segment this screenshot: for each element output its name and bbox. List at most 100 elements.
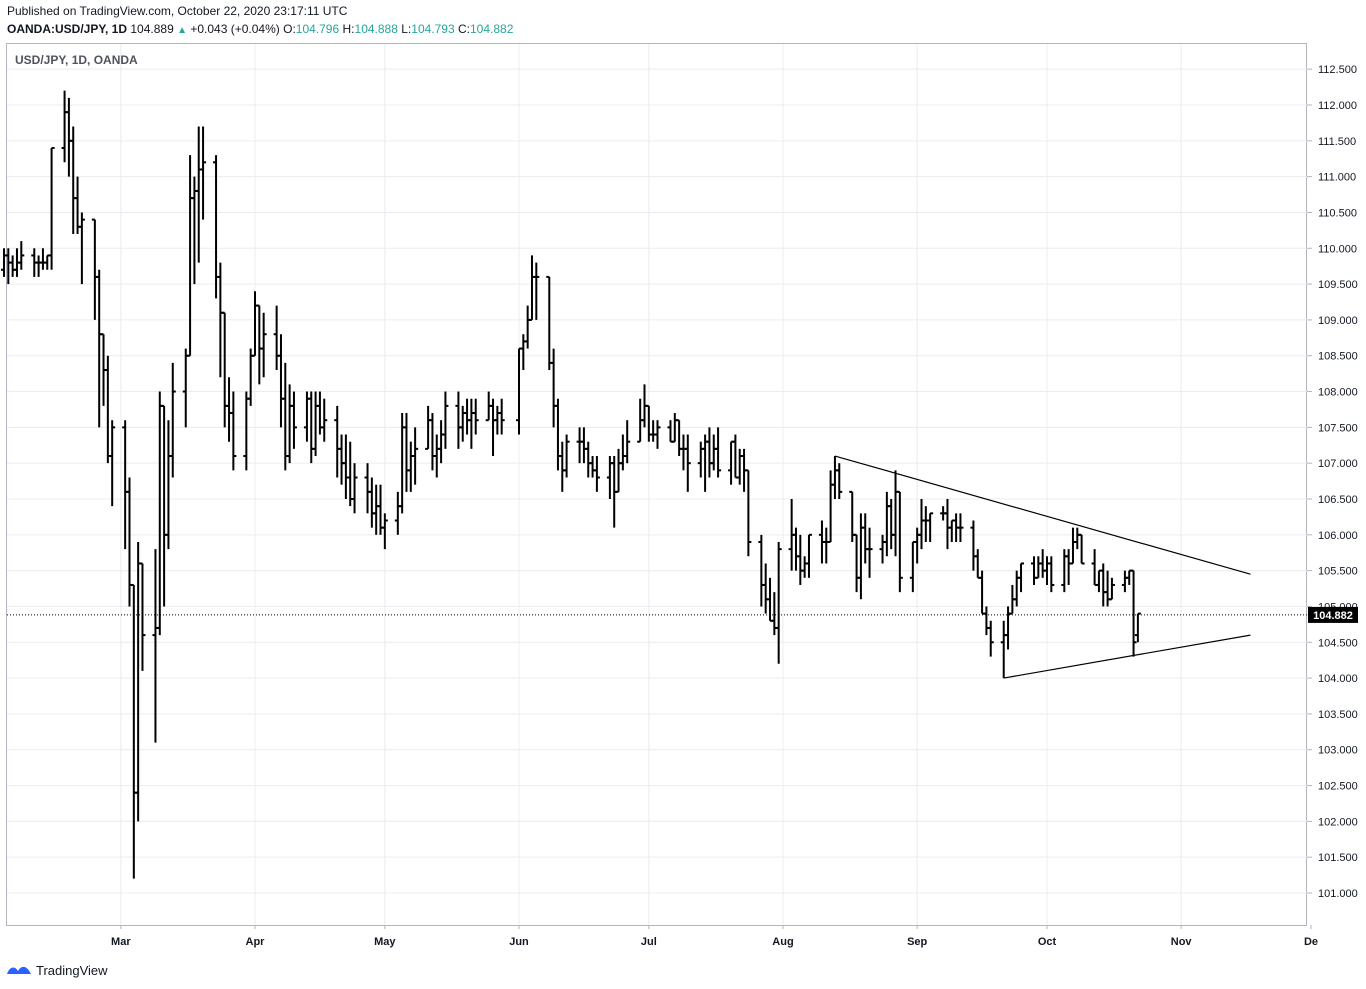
ohlc-bar[interactable] bbox=[983, 606, 990, 636]
ohlc-bar[interactable] bbox=[70, 126, 77, 234]
ohlc-bar[interactable] bbox=[879, 534, 886, 564]
ohlc-bar[interactable] bbox=[498, 398, 505, 435]
ohlc-bar[interactable] bbox=[684, 434, 691, 492]
ohlc-bar[interactable] bbox=[126, 477, 133, 607]
ohlc-bar[interactable] bbox=[888, 499, 895, 550]
ohlc-bar[interactable] bbox=[433, 434, 440, 478]
ohlc-bar[interactable] bbox=[745, 469, 752, 557]
ohlc-bar[interactable] bbox=[957, 513, 964, 542]
ohlc-bar[interactable] bbox=[338, 434, 345, 485]
ohlc-bar[interactable] bbox=[182, 348, 189, 428]
ohlc-bar[interactable] bbox=[282, 362, 289, 471]
ohlc-bar[interactable] bbox=[1095, 569, 1102, 593]
ohlc-bar[interactable] bbox=[61, 90, 68, 163]
ohlc-bar[interactable] bbox=[187, 155, 194, 357]
ohlc-bar[interactable] bbox=[494, 405, 501, 435]
ohlc-bar[interactable] bbox=[403, 413, 410, 492]
trendline-upper[interactable] bbox=[834, 455, 1251, 575]
ohlc-bar[interactable] bbox=[368, 477, 375, 528]
ohlc-bar[interactable] bbox=[169, 362, 176, 478]
ohlc-bar[interactable] bbox=[823, 527, 830, 564]
ohlc-bar[interactable] bbox=[455, 391, 462, 449]
ohlc-bar[interactable] bbox=[801, 556, 808, 578]
ohlc-bar[interactable] bbox=[135, 541, 142, 822]
ohlc-bar[interactable] bbox=[1069, 527, 1076, 565]
ohlc-bar[interactable] bbox=[892, 470, 899, 557]
ohlc-bar[interactable] bbox=[130, 583, 137, 879]
ohlc-bar[interactable] bbox=[615, 448, 622, 493]
ohlc-bar[interactable] bbox=[104, 355, 111, 464]
ohlc-bar[interactable] bbox=[442, 391, 449, 449]
ohlc-bar[interactable] bbox=[1108, 577, 1115, 601]
ohlc-bar[interactable] bbox=[438, 420, 445, 464]
ohlc-bar[interactable] bbox=[645, 404, 652, 442]
ohlc-bar[interactable] bbox=[797, 534, 804, 585]
ohlc-bar[interactable] bbox=[286, 384, 293, 464]
ohlc-bar[interactable] bbox=[524, 305, 531, 349]
ohlc-bar[interactable] bbox=[697, 441, 704, 478]
ohlc-bar[interactable] bbox=[559, 441, 566, 492]
ohlc-bar[interactable] bbox=[767, 577, 774, 622]
ohlc-bar[interactable] bbox=[191, 176, 198, 285]
ohlc-bar[interactable] bbox=[520, 334, 527, 371]
ohlc-bar[interactable] bbox=[1134, 612, 1141, 643]
ohlc-bar[interactable] bbox=[122, 420, 129, 550]
ohlc-bar[interactable] bbox=[563, 434, 570, 478]
ohlc-bar[interactable] bbox=[247, 348, 254, 406]
ohlc-bar[interactable] bbox=[243, 391, 250, 471]
ohlc-bar[interactable] bbox=[342, 434, 349, 499]
ohlc-bar[interactable] bbox=[230, 391, 237, 471]
ohlc-bar[interactable] bbox=[394, 491, 401, 535]
ohlc-bar[interactable] bbox=[161, 404, 168, 607]
ohlc-bar[interactable] bbox=[914, 527, 921, 564]
ohlc-bar[interactable] bbox=[91, 218, 98, 320]
ohlc-bar[interactable] bbox=[831, 456, 838, 499]
ohlc-bar[interactable] bbox=[260, 312, 267, 378]
ohlc-bar[interactable] bbox=[775, 541, 782, 664]
ohlc-bar[interactable] bbox=[347, 441, 354, 507]
ohlc-bar[interactable] bbox=[1048, 556, 1055, 593]
ohlc-bar[interactable] bbox=[589, 456, 596, 478]
ohlc-bar[interactable] bbox=[39, 248, 46, 270]
ohlc-bar[interactable] bbox=[48, 146, 55, 270]
ohlc-bar[interactable] bbox=[533, 262, 540, 320]
ohlc-bar[interactable] bbox=[918, 499, 925, 550]
ohlc-bar[interactable] bbox=[585, 441, 592, 478]
ohlc-bar[interactable] bbox=[381, 513, 388, 550]
ohlc-bar[interactable] bbox=[226, 377, 233, 442]
ohlc-bar[interactable] bbox=[576, 427, 583, 464]
ohlc-bar[interactable] bbox=[1078, 533, 1085, 565]
ohlc-bar[interactable] bbox=[1091, 549, 1098, 586]
ohlc-bar[interactable] bbox=[1074, 527, 1081, 550]
ohlc-bar[interactable] bbox=[1126, 569, 1133, 585]
ohlc-bar[interactable] bbox=[74, 176, 81, 234]
ohlc-bar[interactable] bbox=[273, 305, 280, 371]
ohlc-bar[interactable] bbox=[580, 427, 587, 464]
ohlc-bar[interactable] bbox=[252, 291, 258, 357]
ohlc-bar[interactable] bbox=[364, 463, 371, 514]
ohlc-bar[interactable] bbox=[667, 420, 674, 443]
ohlc-bar[interactable] bbox=[256, 304, 263, 385]
ohlc-bar[interactable] bbox=[18, 241, 25, 270]
ohlc-bar[interactable] bbox=[896, 490, 903, 593]
ohlc-bar[interactable] bbox=[862, 513, 869, 564]
ohlc-bar[interactable] bbox=[0, 248, 7, 277]
ohlc-bar[interactable] bbox=[736, 448, 743, 485]
ohlc-bar[interactable] bbox=[792, 527, 799, 571]
ohlc-bar[interactable] bbox=[373, 484, 380, 535]
ohlc-bar[interactable] bbox=[654, 420, 661, 449]
trendline-lower[interactable] bbox=[1003, 634, 1251, 679]
tradingview-footer[interactable]: TradingView bbox=[6, 962, 108, 978]
ohlc-bar[interactable] bbox=[156, 391, 163, 636]
ohlc-bar[interactable] bbox=[407, 441, 414, 492]
ohlc-bar[interactable] bbox=[429, 413, 436, 471]
ohlc-bar[interactable] bbox=[866, 527, 873, 578]
ohlc-bar[interactable] bbox=[468, 398, 475, 449]
ohlc-bar[interactable] bbox=[1000, 620, 1007, 679]
ohlc-bar[interactable] bbox=[922, 506, 929, 542]
ohlc-bar[interactable] bbox=[139, 562, 146, 671]
ohlc-bar[interactable] bbox=[1104, 570, 1111, 607]
ohlc-bar[interactable] bbox=[1065, 549, 1072, 585]
ohlc-bar[interactable] bbox=[1039, 549, 1046, 578]
ohlc-bar[interactable] bbox=[715, 427, 722, 478]
